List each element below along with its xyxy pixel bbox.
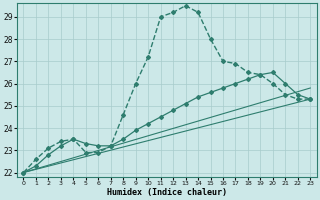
X-axis label: Humidex (Indice chaleur): Humidex (Indice chaleur) <box>107 188 227 197</box>
